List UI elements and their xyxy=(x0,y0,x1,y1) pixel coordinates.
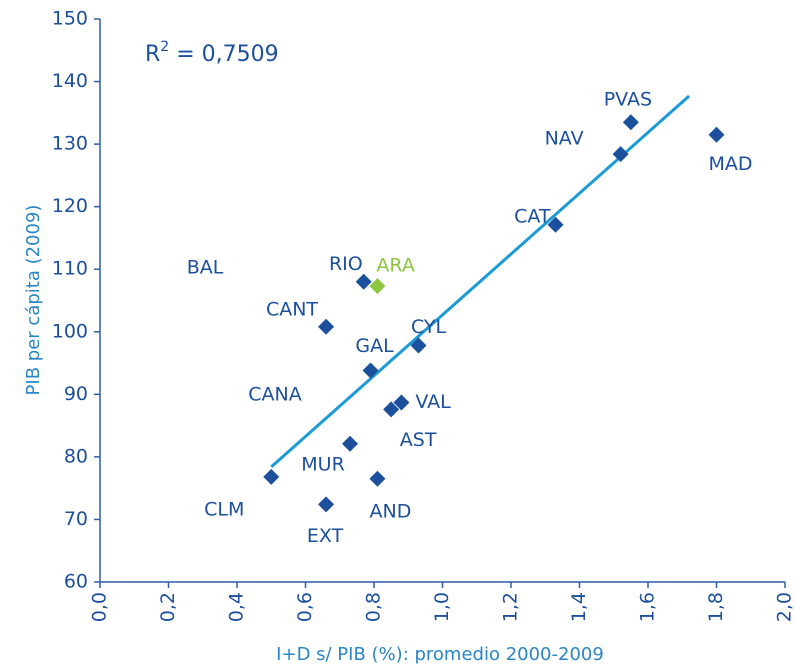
y-tick-label: 140 xyxy=(52,70,88,92)
y-tick-label: 60 xyxy=(64,571,88,593)
point xyxy=(318,318,335,335)
point-label: GAL xyxy=(355,335,394,357)
y-tick-label: 130 xyxy=(52,133,88,155)
r2-sup: 2 xyxy=(160,39,169,55)
point-label: VAL xyxy=(415,391,451,413)
point xyxy=(362,362,379,379)
point-label: MAD xyxy=(708,153,752,175)
point xyxy=(369,278,386,295)
y-tick-label: 110 xyxy=(52,258,88,280)
x-tick-label: 0,6 xyxy=(294,592,316,622)
x-tick-label: 1,4 xyxy=(568,592,590,622)
x-tick-label: 1,6 xyxy=(637,592,659,622)
x-axis-title: I+D s/ PIB (%): promedio 2000-2009 xyxy=(276,644,604,665)
point xyxy=(318,496,335,513)
x-tick-label: 0,0 xyxy=(89,592,111,622)
point-label: ARA xyxy=(376,255,414,277)
y-tick-label: 90 xyxy=(64,383,88,405)
point xyxy=(708,126,725,143)
point xyxy=(369,470,386,487)
point xyxy=(393,394,410,411)
point-label: PVAS xyxy=(604,89,652,111)
point-label: CANT xyxy=(266,298,318,320)
point-label: MUR xyxy=(301,453,345,475)
annotation-label: BAL xyxy=(187,257,224,279)
point-label: AST xyxy=(400,429,437,451)
x-tick-label: 1,0 xyxy=(431,592,453,622)
r2-annotation: R2 = 0,7509 xyxy=(145,39,279,67)
point xyxy=(383,401,400,418)
x-tick-label: 0,4 xyxy=(226,592,248,622)
point-label: EXT xyxy=(307,525,344,547)
r2-rest: = 0,7509 xyxy=(169,42,278,67)
point-label: NAV xyxy=(545,128,584,150)
x-tick-label: 1,2 xyxy=(500,592,522,622)
point-label: CLM xyxy=(204,498,244,520)
annotation-label: CANA xyxy=(248,384,301,406)
r2-base: R xyxy=(145,42,160,67)
y-tick-label: 70 xyxy=(64,508,88,530)
x-tick-label: 0,8 xyxy=(363,592,385,622)
y-tick-label: 120 xyxy=(52,195,88,217)
point xyxy=(263,468,280,485)
y-tick-label: 80 xyxy=(64,445,88,467)
point xyxy=(622,114,639,131)
point-label: CAT xyxy=(514,205,551,227)
y-axis-title: PIB per cápita (2009) xyxy=(23,205,44,396)
trendline xyxy=(270,94,691,469)
x-tick-label: 2,0 xyxy=(774,592,796,622)
x-tick-label: 1,8 xyxy=(705,592,727,622)
point-label: RIO xyxy=(329,253,363,275)
point-label: AND xyxy=(370,500,412,522)
point-label: CYL xyxy=(411,316,447,338)
point xyxy=(342,435,359,452)
y-tick-label: 150 xyxy=(52,8,88,30)
point xyxy=(410,337,427,354)
x-tick-label: 0,2 xyxy=(157,592,179,622)
point xyxy=(355,273,372,290)
y-tick-label: 100 xyxy=(52,320,88,342)
point xyxy=(547,216,564,233)
point xyxy=(612,146,629,163)
